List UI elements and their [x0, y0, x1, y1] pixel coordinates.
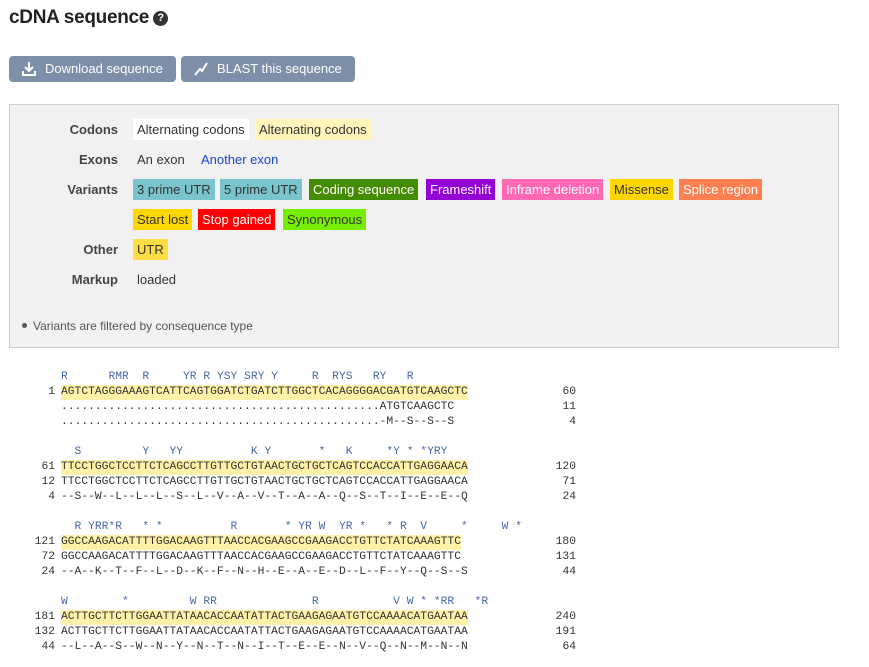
nucleotide-sequence: TTCCTGGCTCCTTCTCAGCCTTGTTGCTGTAACTGCTGCT… [61, 460, 468, 475]
row-end-number: 120 [555, 461, 576, 473]
row-end-number: 11 [562, 401, 576, 413]
row-start-number: 44 [41, 641, 55, 653]
row-start-number: 1 [48, 386, 55, 398]
protein-sequence: --S--W--L--L--L--S--L--V--A--V--T--A--A-… [61, 491, 468, 503]
protein-sequence: --A--K--T--F--L--D--K--F--N--H--E--A--E-… [61, 566, 468, 578]
markup-status: loaded [137, 272, 177, 287]
protein-sequence: --L--A--S--W--N--Y--N--T--N--I--T--E--E-… [61, 641, 468, 653]
markup-label: Markup [71, 272, 118, 287]
variant-marks: R YRR*R * * R * YR W YR * * R V * W * [61, 521, 522, 533]
codon-chip: Alternating codons [133, 119, 249, 140]
page-title-text: cDNA sequence [9, 7, 150, 28]
help-icon[interactable]: ? [153, 11, 169, 26]
codon-chip-alt: Alternating codons [255, 119, 371, 140]
coding-sequence: ........................................… [61, 401, 455, 413]
variant-chip-start-lost: Start lost [133, 209, 193, 230]
variants-label: Variants [67, 182, 118, 197]
variant-marks: R RMR R YR R YSY SRY Y R RYS RY R [61, 371, 414, 383]
variant-chip-missense: Missense [610, 179, 673, 200]
filter-note: Variants are filtered by consequence typ… [22, 319, 253, 333]
row-start-number: 4 [48, 491, 55, 503]
variant-chip-5-prime-utr: 5 prime UTR [220, 179, 302, 200]
nucleotide-sequence: GGCCAAGACATTTTGGACAAGTTTAACCACGAAGCCGAAG… [61, 535, 461, 550]
variant-marks: S Y YY K Y * K *Y * *YRY [61, 446, 448, 458]
row-start-number: 24 [41, 566, 55, 578]
row-end-number: 180 [555, 536, 576, 548]
row-start-number: 12 [41, 476, 55, 488]
variant-chip-synonymous: Synonymous [283, 209, 367, 230]
row-end-number: 131 [555, 551, 576, 563]
variant-marks: W * W RR R V W * *RR *R [61, 596, 489, 608]
download-icon [21, 60, 37, 86]
exons-label: Exons [78, 152, 118, 167]
coding-sequence: GGCCAAGACATTTTGGACAAGTTTAACCACGAAGCCGAAG… [61, 551, 461, 563]
row-end-number: 44 [562, 566, 576, 578]
protein-sequence: ........................................… [61, 416, 455, 428]
codons-label: Codons [69, 122, 118, 137]
page-title: cDNA sequence? [9, 7, 169, 29]
blast-sequence-button[interactable]: BLAST this sequence [181, 56, 355, 82]
variant-chip-inframe-deletion: Inframe deletion [502, 179, 604, 200]
row-start-number: 132 [34, 626, 55, 638]
variant-chip-coding-sequence: Coding sequence [309, 179, 419, 200]
blast-icon [193, 60, 209, 86]
variant-chip-3-prime-utr: 3 prime UTR [133, 179, 215, 200]
download-sequence-label: Download sequence [45, 61, 163, 76]
filter-note-text: Variants are filtered by consequence typ… [33, 319, 253, 333]
coding-sequence: TTCCTGGCTCCTTCTCAGCCTTGTTGCTGTAACTGCTGCT… [61, 476, 468, 488]
row-end-number: 60 [562, 386, 576, 398]
legend-panel: Codons Alternating codons Alternating co… [9, 104, 839, 348]
variant-chip-frameshift: Frameshift [426, 179, 496, 200]
exon-text: An exon [137, 152, 185, 167]
exon-text-alt: Another exon [201, 152, 279, 167]
other-label: Other [83, 242, 118, 257]
row-start-number: 121 [34, 536, 55, 548]
row-start-number: 61 [41, 461, 55, 473]
row-end-number: 191 [555, 626, 576, 638]
bullet-icon [22, 323, 27, 328]
row-end-number: 24 [562, 491, 576, 503]
variant-chip-stop-gained: Stop gained [198, 209, 276, 230]
coding-sequence: ACTTGCTTCTTGGAATTATAACACCAATATTACTGAAGAG… [61, 626, 468, 638]
other-chip-utr: UTR [133, 239, 168, 260]
row-end-number: 71 [562, 476, 576, 488]
blast-sequence-label: BLAST this sequence [217, 61, 342, 76]
row-end-number: 240 [555, 611, 576, 623]
nucleotide-sequence: AGTCTAGGGAAAGTCATTCAGTGGATCTGATCTTGGCTCA… [61, 385, 468, 400]
nucleotide-sequence: ACTTGCTTCTTGGAATTATAACACCAATATTACTGAAGAG… [61, 610, 468, 625]
row-start-number: 72 [41, 551, 55, 563]
row-end-number: 4 [569, 416, 576, 428]
row-start-number: 181 [34, 611, 55, 623]
row-end-number: 64 [562, 641, 576, 653]
download-sequence-button[interactable]: Download sequence [9, 56, 176, 82]
variant-chip-splice-region: Splice region [679, 179, 763, 200]
